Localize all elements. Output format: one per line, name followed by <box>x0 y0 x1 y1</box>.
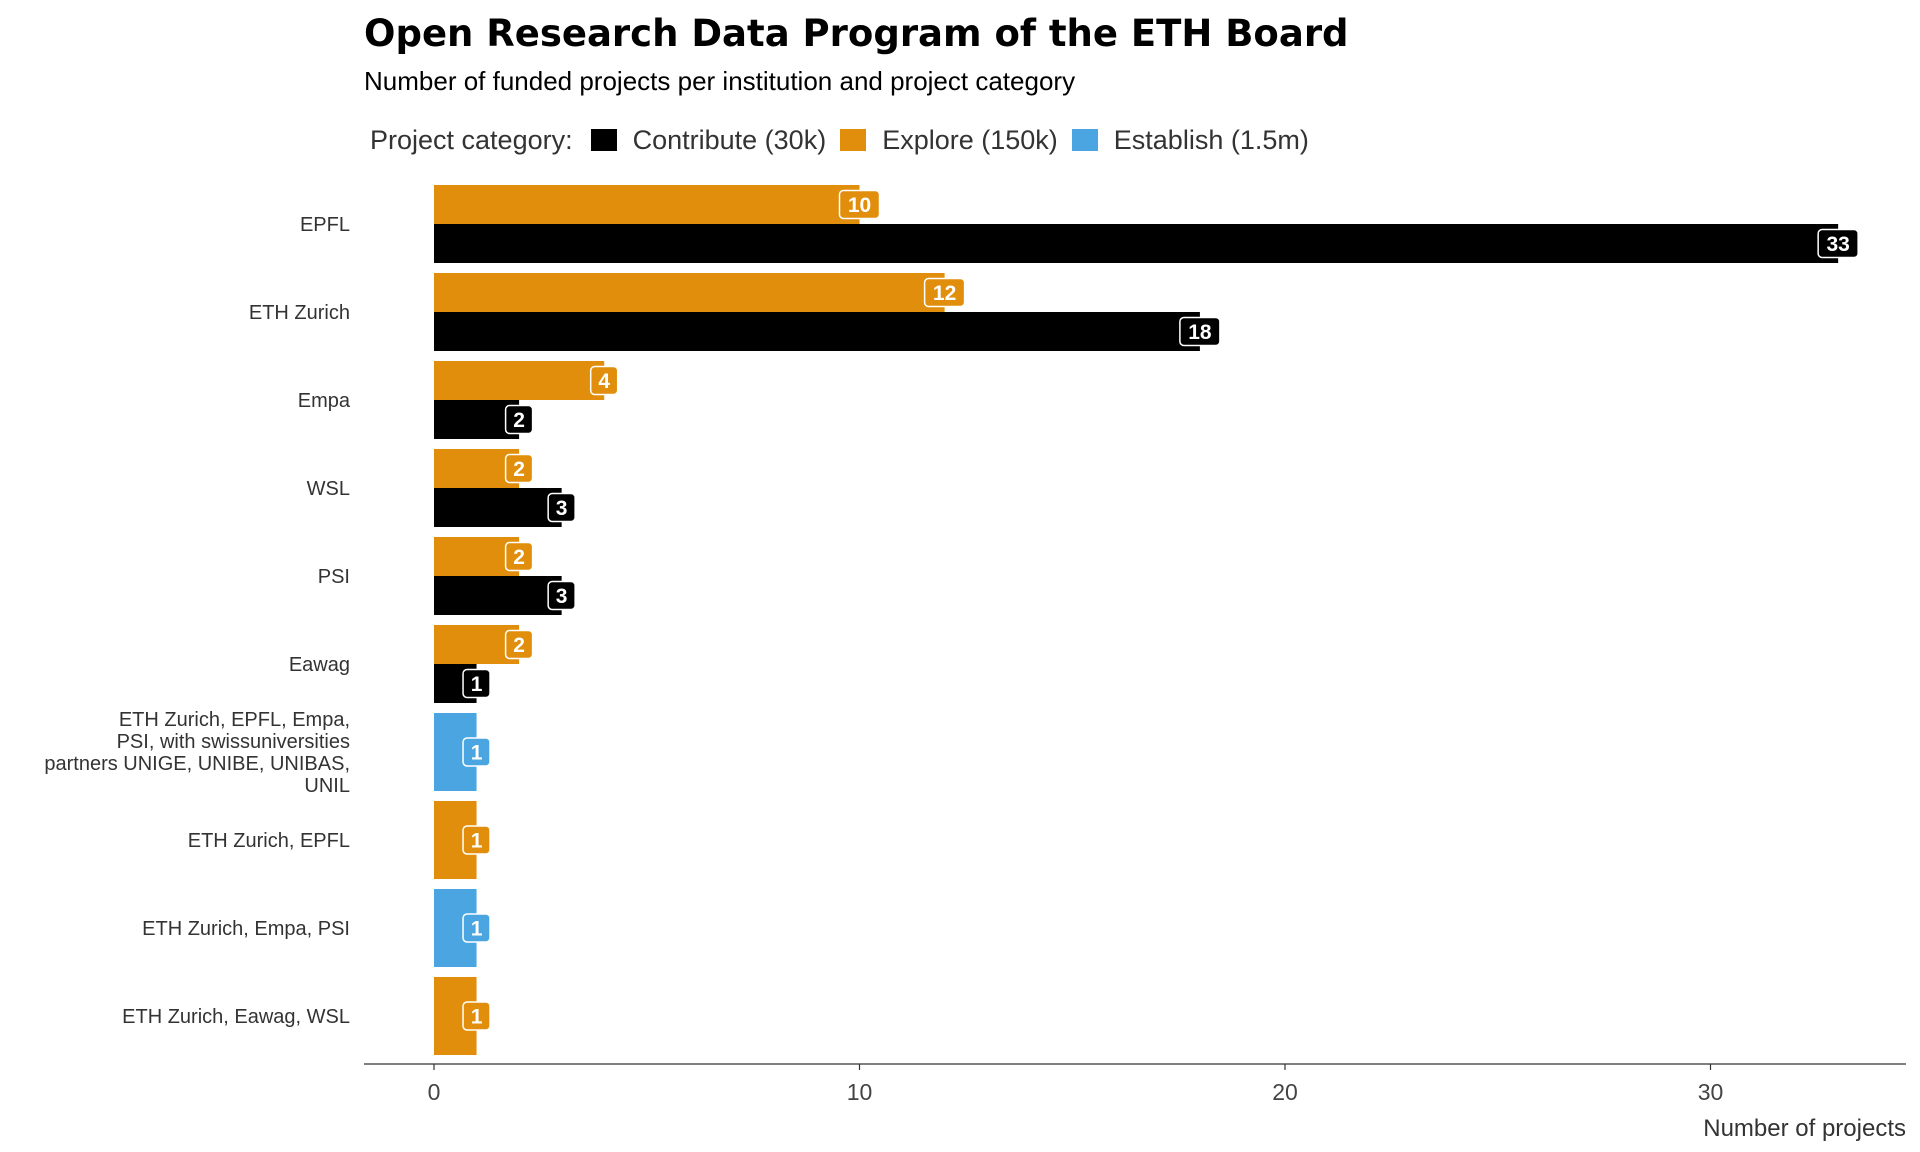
x-axis-title: Number of projects <box>1703 1115 1906 1142</box>
category-label-psi: PSI <box>318 566 350 588</box>
bar-explore-eth-zurich-epfl-label: 1 <box>471 830 483 853</box>
x-tick-label-20: 20 <box>1272 1079 1298 1105</box>
category-label-eawag: Eawag <box>289 654 350 676</box>
bar-explore-epfl-label-box <box>838 189 881 220</box>
legend-title: Project category: <box>370 124 573 155</box>
legend-swatch-contribute <box>590 129 617 151</box>
category-label-line: Empa <box>298 390 351 412</box>
legend-item-establish: Establish (1.5m) <box>1071 124 1309 156</box>
category-label-line: ETH Zurich, EPFL <box>188 830 350 852</box>
category-label-line: ETH Zurich <box>249 302 350 324</box>
chart-subtitle: Number of funded projects per institutio… <box>364 66 1076 96</box>
bar-explore-psi-label: 2 <box>513 546 525 569</box>
bar-explore-eth-zurich-eawag-wsl-label-box <box>462 1001 491 1031</box>
bar-establish-eth-zurich-epfl-empa-psi-with-swissuniversities-partners-unige-unibe-unibas-unil-label-box <box>462 737 491 767</box>
bar-explore-eth-zurich-label-box <box>923 277 966 308</box>
category-label-eth-zurich-epfl-empa-psi-with-swissuniversities-partners-unige-unibe-unibas-unil: ETH Zurich, EPFL, Empa, PSI, with swissun… <box>44 709 350 797</box>
legend-label-establish: Establish (1.5m) <box>1113 124 1309 155</box>
bar-contribute-eth-zurich-label-box <box>1179 316 1221 347</box>
bar-explore-empa <box>434 361 605 400</box>
category-label-eth-zurich-empa-psi: ETH Zurich, Empa, PSI <box>142 918 350 940</box>
bar-contribute-wsl-label-box <box>547 492 576 523</box>
category-label-line: EPFL <box>300 214 350 236</box>
category-label-eth-zurich-eawag-wsl: ETH Zurich, Eawag, WSL <box>122 1006 350 1028</box>
bar-explore-empa-label: 4 <box>598 370 610 393</box>
legend-label-contribute: Contribute (30k) <box>632 124 827 155</box>
bar-contribute-eth-zurich-label: 18 <box>1188 321 1212 344</box>
bar-explore-eth-zurich-eawag-wsl-label: 1 <box>471 1006 483 1029</box>
bar-contribute-epfl-label: 33 <box>1826 233 1849 256</box>
bar-contribute-wsl-label: 3 <box>556 497 568 520</box>
bar-contribute-psi-label-box <box>547 580 576 611</box>
category-label-epfl: EPFL <box>300 214 350 236</box>
category-label-line: UNIL <box>304 775 350 797</box>
bar-contribute-psi <box>434 576 562 615</box>
bar-contribute-epfl-label-box <box>1817 228 1859 259</box>
bar-explore-eth-zurich-label: 12 <box>933 282 956 305</box>
category-label-line: partners UNIGE, UNIBE, UNIBAS, <box>44 753 350 775</box>
bar-contribute-eawag-label: 1 <box>471 673 483 696</box>
category-label-wsl: WSL <box>307 478 350 500</box>
category-label-line: WSL <box>307 478 350 500</box>
bar-explore-epfl-label: 10 <box>848 194 871 217</box>
bar-explore-empa-label-box <box>589 365 619 396</box>
category-label-empa: Empa <box>298 390 351 412</box>
bar-establish-eth-zurich-empa-psi-label-box <box>462 913 491 943</box>
bar-explore-eawag-label: 2 <box>513 634 525 657</box>
category-label-eth-zurich: ETH Zurich <box>249 302 350 324</box>
category-label-line: ETH Zurich, EPFL, Empa, <box>119 709 350 731</box>
bar-contribute-psi-label: 3 <box>556 585 568 608</box>
bar-explore-psi-label-box <box>504 541 534 572</box>
bar-contribute-eth-zurich <box>434 312 1200 351</box>
bar-explore-eth-zurich <box>434 273 945 312</box>
category-label-eth-zurich-epfl: ETH Zurich, EPFL <box>188 830 350 852</box>
category-label-line: PSI <box>318 566 350 588</box>
category-label-line: ETH Zurich, Eawag, WSL <box>122 1006 350 1028</box>
x-tick-label-10: 10 <box>847 1079 873 1105</box>
legend-item-explore: Explore (150k) <box>840 125 1058 156</box>
legend-item-contribute: Contribute (30k) <box>590 124 827 156</box>
category-label-line: PSI, with swissuniversities <box>117 731 350 753</box>
bar-contribute-epfl <box>434 224 1839 263</box>
bar-establish-eth-zurich-epfl-empa-psi-with-swissuniversities-partners-unige-unibe-unibas-unil-label: 1 <box>471 742 483 765</box>
legend-swatch-establish <box>1071 129 1098 151</box>
bar-explore-wsl-label-box <box>504 453 534 484</box>
chart-title: Open Research Data Program of the ETH Bo… <box>364 12 1349 55</box>
bar-explore-wsl-label: 2 <box>513 458 525 481</box>
bar-explore-epfl <box>434 185 860 224</box>
legend-label-explore: Explore (150k) <box>882 124 1058 155</box>
bar-establish-eth-zurich-empa-psi-label: 1 <box>471 918 483 941</box>
legend-swatch-explore <box>840 129 867 151</box>
bar-explore-eawag-label-box <box>504 629 534 660</box>
bar-contribute-eawag-label-box <box>462 668 491 699</box>
category-label-line: Eawag <box>289 654 350 676</box>
bar-contribute-wsl <box>434 488 562 527</box>
x-tick-label-0: 0 <box>428 1079 441 1105</box>
x-tick-label-30: 30 <box>1698 1079 1724 1105</box>
legend: Project category: Contribute (30k) Explo… <box>370 122 1323 158</box>
bar-explore-eth-zurich-epfl-label-box <box>462 825 491 855</box>
bar-contribute-empa-label: 2 <box>513 409 525 432</box>
category-label-line: ETH Zurich, Empa, PSI <box>142 918 350 940</box>
bar-contribute-empa-label-box <box>504 404 534 435</box>
